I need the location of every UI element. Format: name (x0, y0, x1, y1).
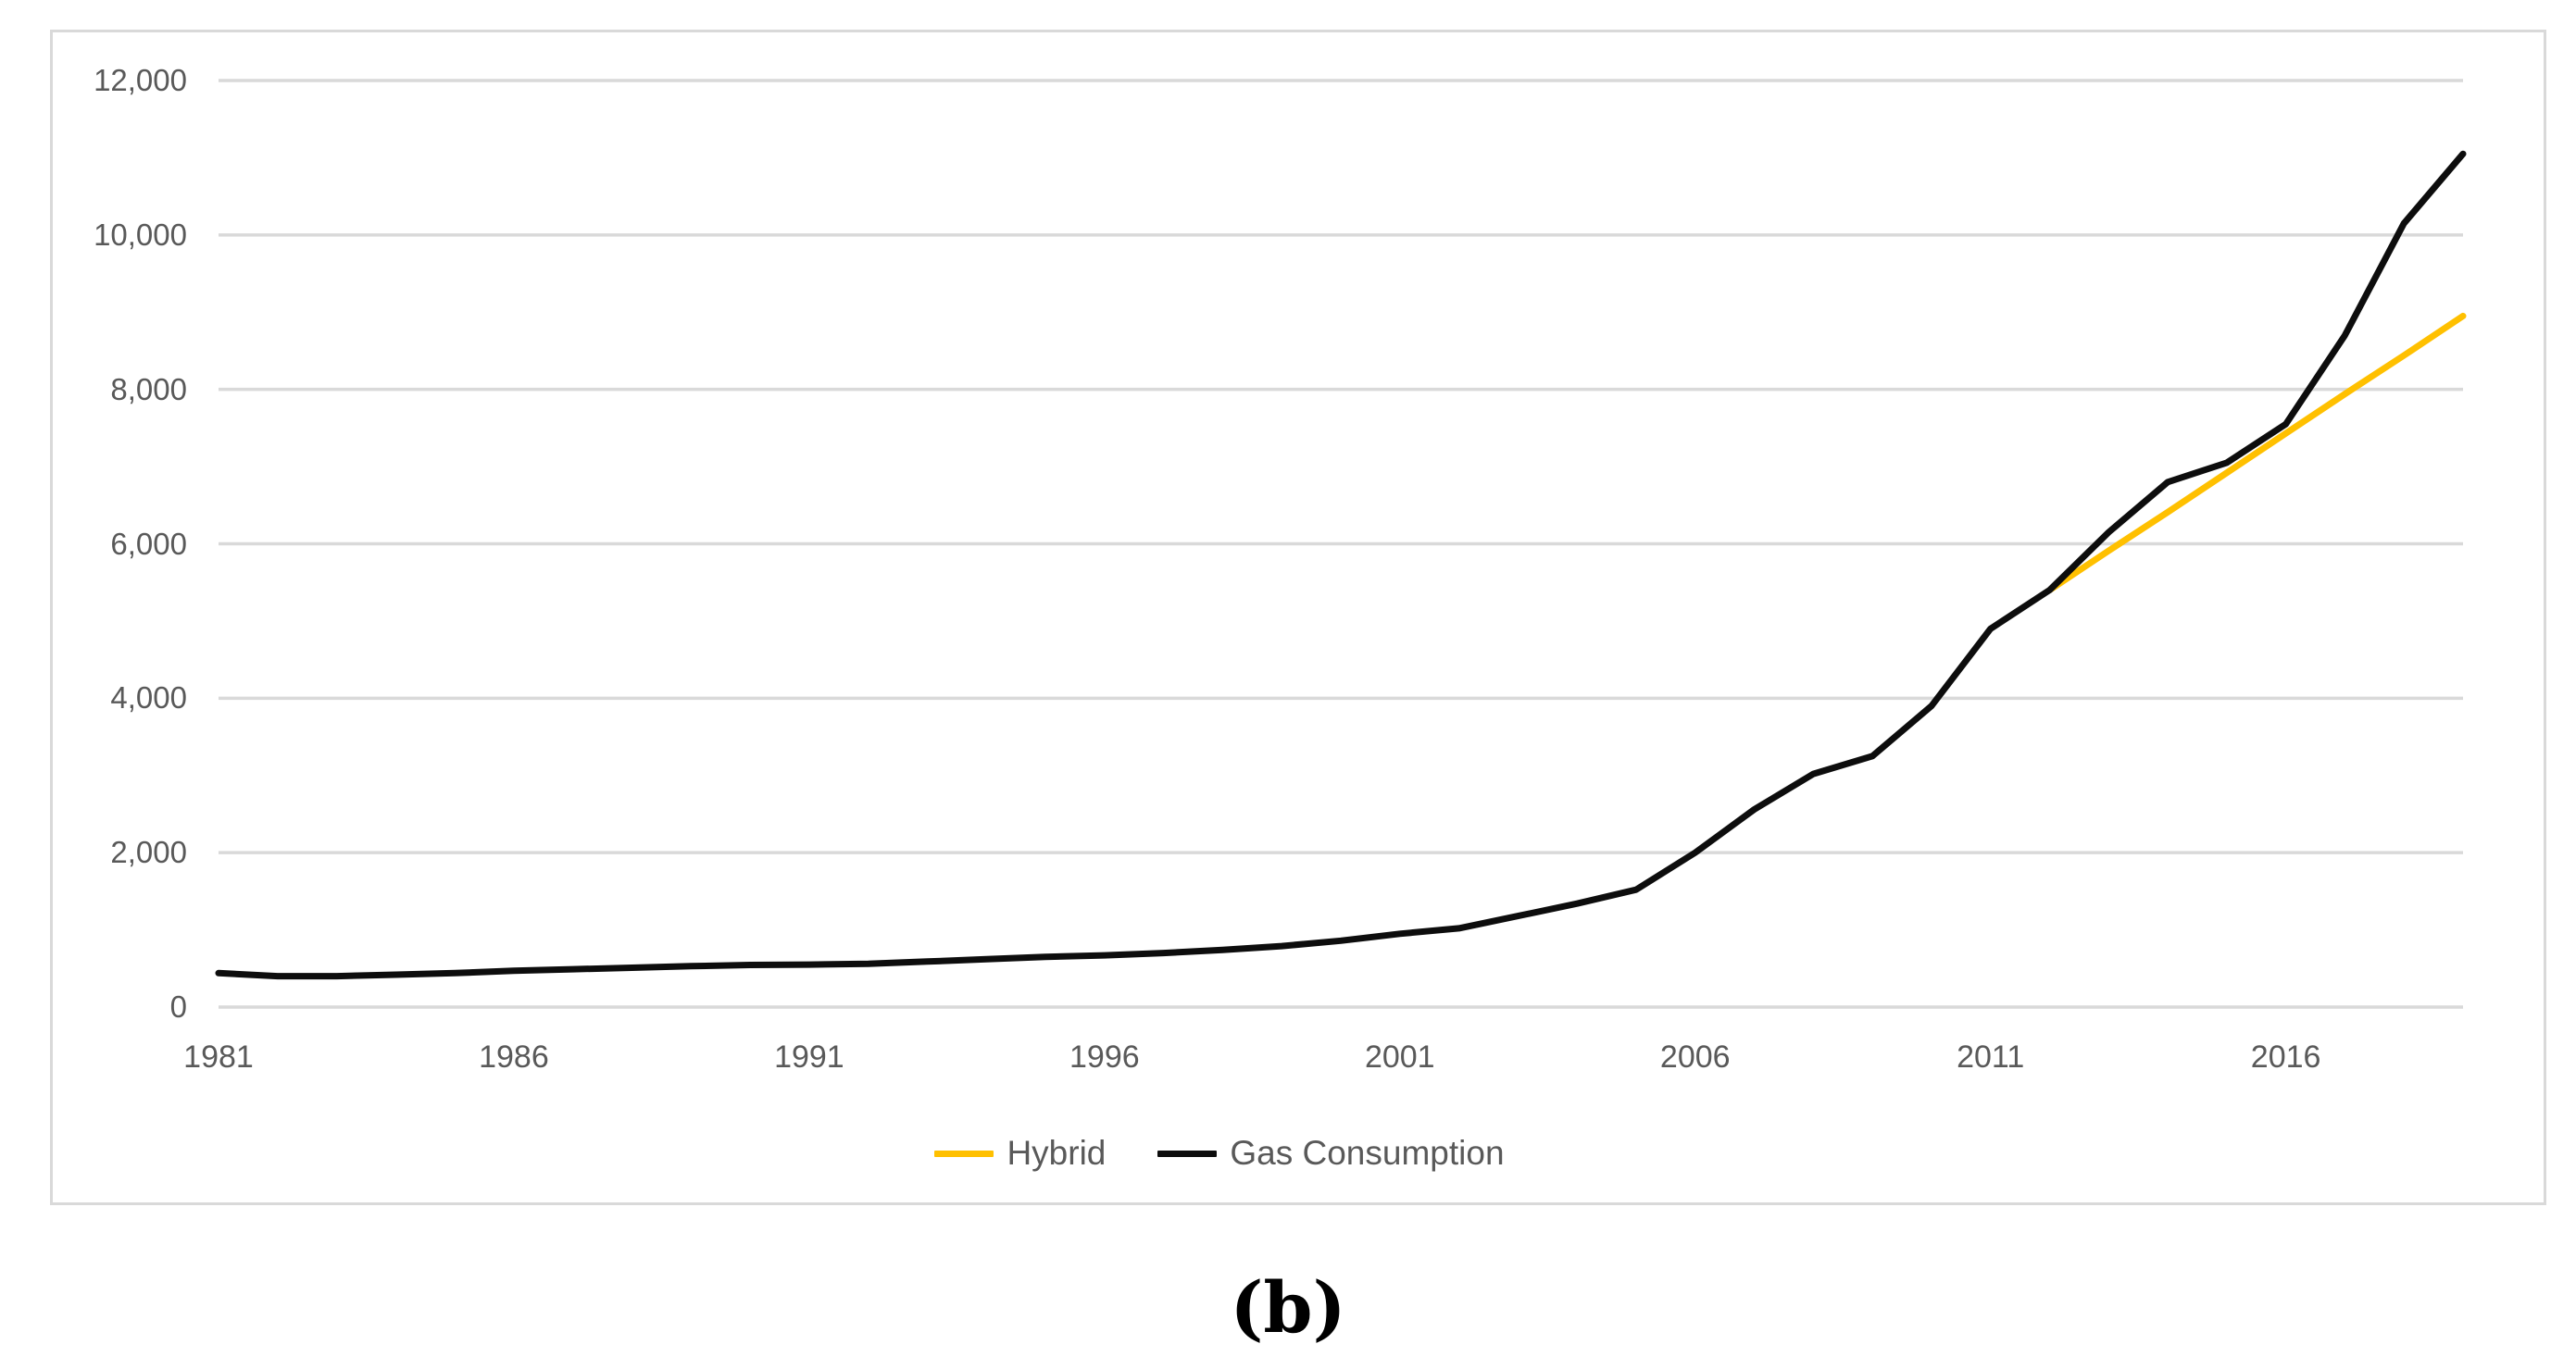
x-tick-label: 1986 (479, 1039, 549, 1075)
x-tick-label: 2011 (1957, 1039, 2025, 1075)
series-line-gas-consumption (215, 150, 2467, 980)
x-tick-label: 1996 (1069, 1039, 1140, 1075)
y-tick-label: 12,000 (94, 63, 187, 97)
plot-area (215, 79, 2467, 1009)
hybrid-line-swatch-icon (934, 1150, 994, 1157)
series-line-hybrid (2046, 312, 2467, 593)
gas-consumption-line-swatch-icon (1157, 1150, 1218, 1157)
chart-legend: Hybrid Gas Consumption (0, 1134, 2465, 1173)
y-tick-label: 10,000 (94, 217, 187, 252)
legend-label-hybrid: Hybrid (1007, 1134, 1107, 1172)
y-tick-label: 6,000 (110, 526, 187, 561)
x-tick-label: 2001 (1364, 1039, 1435, 1075)
x-tick-label: 1991 (774, 1039, 844, 1075)
figure-caption: (b) (1230, 1266, 1346, 1349)
legend-item-gas-consumption: Gas Consumption (1157, 1134, 1505, 1173)
y-tick-label: 2,000 (110, 835, 187, 870)
x-tick-label: 2016 (2250, 1039, 2321, 1075)
legend-item-hybrid: Hybrid (934, 1134, 1106, 1173)
chart-panel: 12,000 10,000 8,000 6,000 4,000 2,000 0 … (50, 30, 2546, 1205)
legend-label-gas-consumption: Gas Consumption (1230, 1134, 1505, 1172)
y-tick-label: 0 (169, 989, 187, 1024)
y-tick-label: 4,000 (110, 680, 187, 716)
x-tick-label: 1981 (183, 1039, 254, 1075)
x-tick-label: 2006 (1659, 1039, 1731, 1075)
y-tick-label: 8,000 (110, 371, 187, 406)
